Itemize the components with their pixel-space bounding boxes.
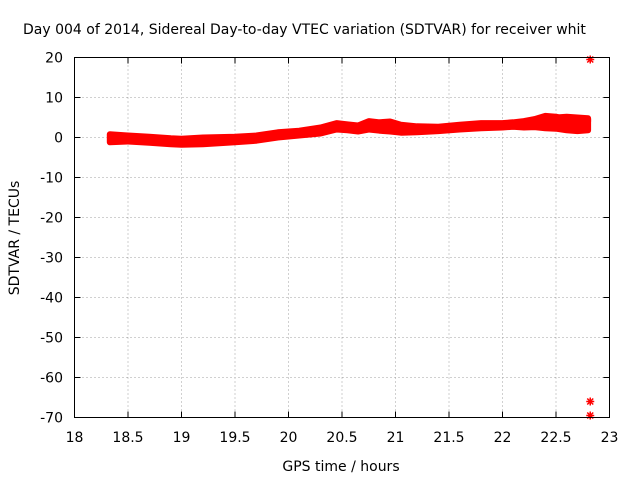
x-tick-label: 18 [66,430,84,446]
y-axis-label: SDTVAR / TECUs [7,181,23,296]
x-tick-label: 22.5 [540,430,571,446]
ticks [74,57,610,418]
x-tick-label: 23 [601,430,619,446]
y-tick-label: 10 [45,91,63,107]
x-tick-label: 19.5 [219,430,250,446]
x-tick-label: 20 [280,430,298,446]
y-tick-label: -60 [40,371,63,387]
y-tick-label: -50 [40,331,63,347]
x-tick-label: 21 [387,430,405,446]
data-band [542,113,592,128]
chart-title: Day 004 of 2014, Sidereal Day-to-day VTE… [23,22,586,38]
y-tick-label: 20 [45,51,63,67]
x-tick-label: 20.5 [326,430,357,446]
y-tick-label: 0 [54,131,63,147]
y-tick-label: -20 [40,211,63,227]
x-tick-label: 19 [173,430,191,446]
data-point [586,411,595,420]
y-tick-label: -30 [40,251,63,267]
y-tick-labels: 20 10 0 -10 -20 -30 -40 -50 -60 -70 [40,51,63,427]
x-axis-label: GPS time / hours [282,459,399,475]
grid [74,57,610,418]
data-point [586,397,595,406]
data-point [586,55,595,64]
y-tick-label: -40 [40,291,63,307]
data-band [106,112,592,148]
x-tick-label: 21.5 [433,430,464,446]
x-tick-label: 18.5 [112,430,143,446]
data-layer [106,55,595,420]
x-tick-labels: 18 18.5 19 19.5 20 20.5 21 21.5 22 22.5 23 [66,430,619,446]
y-tick-label: -70 [40,411,63,427]
y-tick-label: -10 [40,171,63,187]
x-tick-label: 22 [494,430,512,446]
